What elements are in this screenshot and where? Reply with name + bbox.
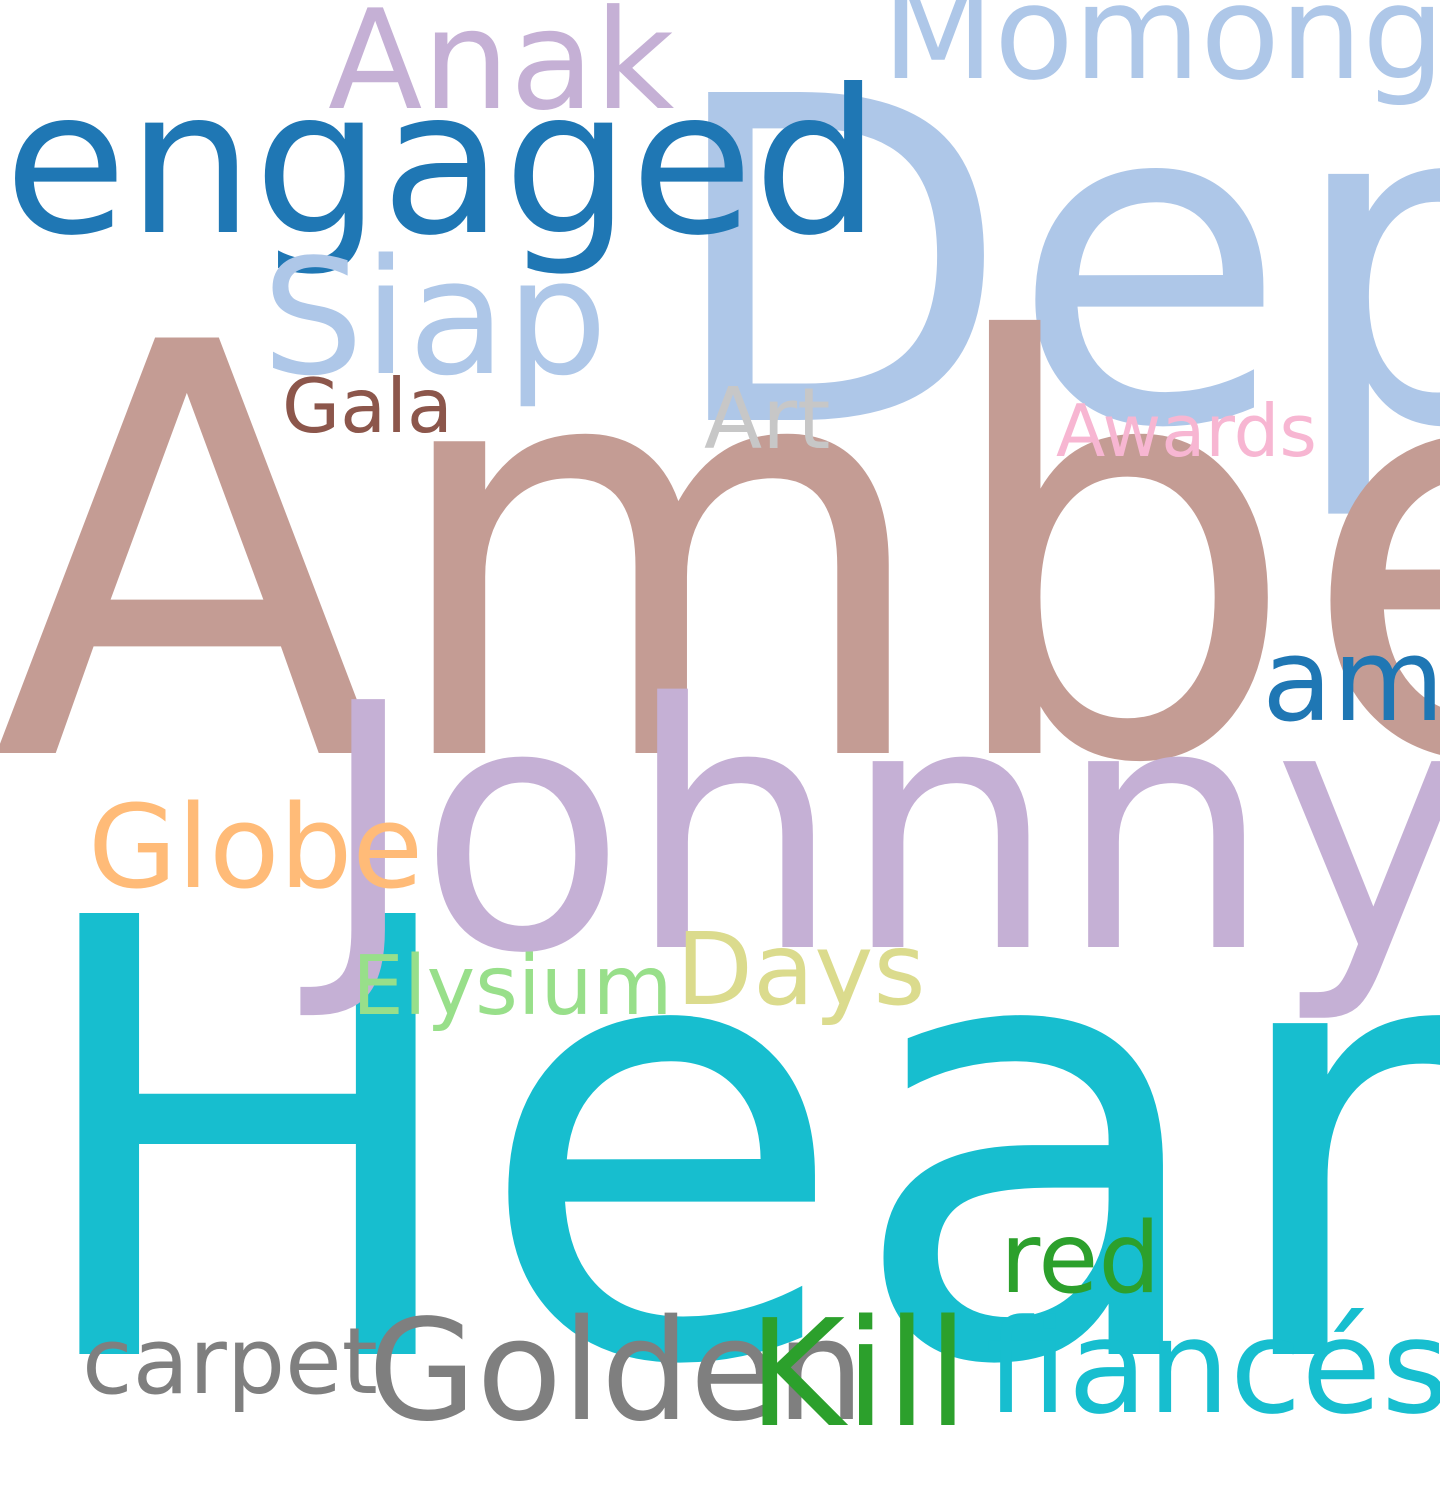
word-awards: Awards: [1056, 389, 1317, 473]
word-depp: Depp: [664, 3, 1440, 527]
word-gala: Gala: [282, 362, 453, 450]
word-cloud: Depp Amber Heard Johnny engaged Siap Ana…: [0, 0, 1440, 1453]
word-johnny: Johnny: [318, 632, 1440, 1028]
word-carpet: carpet: [82, 1308, 378, 1415]
word-heard: Heard: [20, 792, 1440, 1497]
word-anak: Anak: [328, 0, 675, 141]
word-golden: Golden: [368, 1290, 865, 1453]
word-engaged: engaged: [4, 47, 881, 280]
word-siap: Siap: [262, 224, 608, 411]
word-globe: Globe: [88, 781, 424, 915]
word-kill: Kill: [748, 1288, 969, 1460]
word-momong: Momong: [882, 0, 1440, 109]
word-days: Days: [676, 911, 926, 1028]
word-elysium: Elysium: [352, 939, 673, 1034]
word-amber: Amber: [0, 225, 1440, 888]
word-amp: amp: [1262, 614, 1440, 748]
word-art: Art: [704, 370, 831, 469]
word-fiances: fiancés: [986, 1291, 1440, 1443]
word-red: red: [1000, 1202, 1161, 1316]
